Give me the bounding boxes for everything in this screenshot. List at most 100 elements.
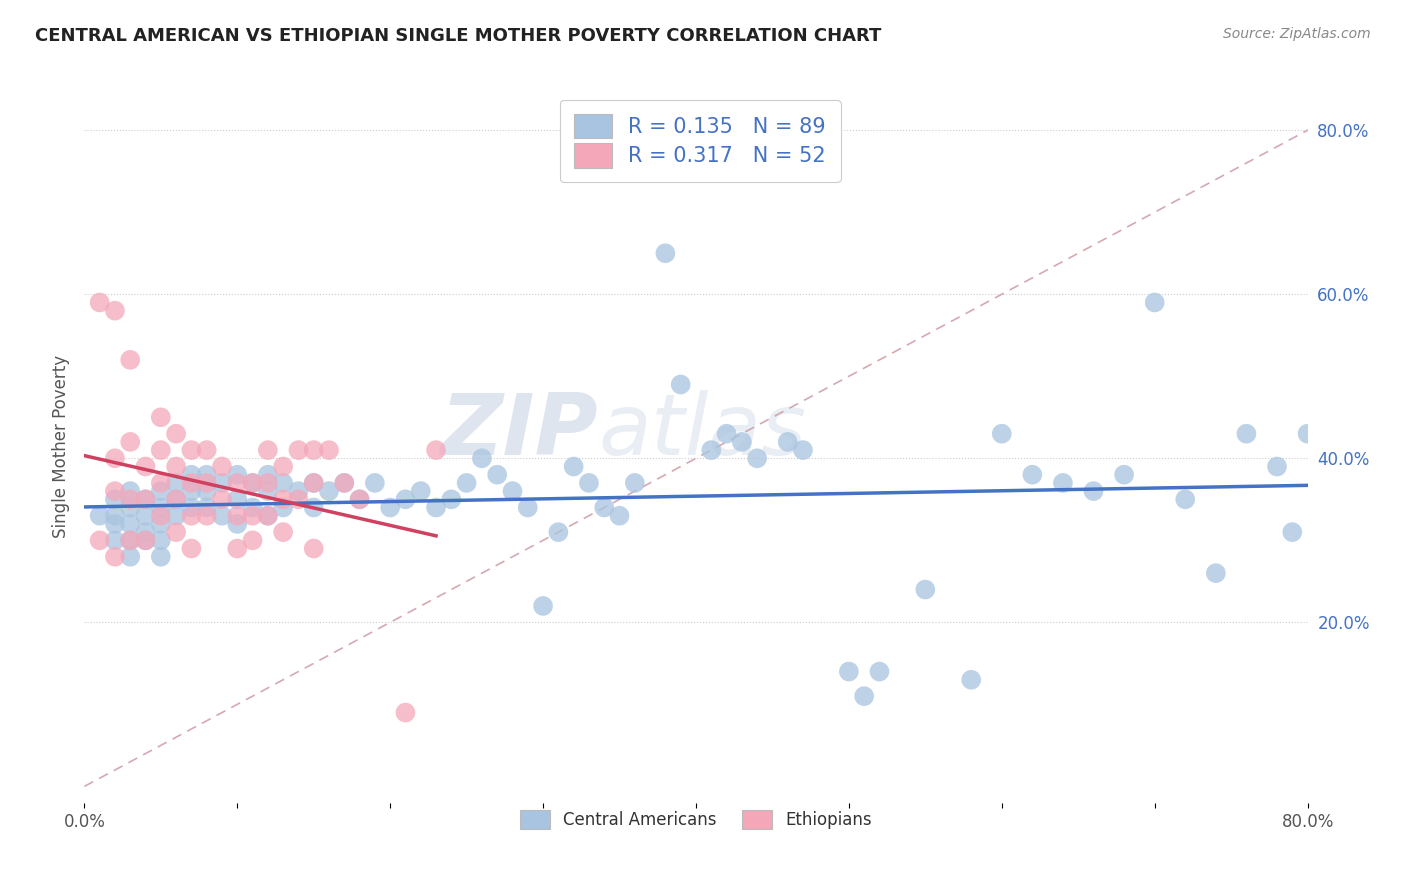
Point xyxy=(287,443,309,458)
Point xyxy=(149,516,172,531)
Point xyxy=(1052,475,1074,490)
Point xyxy=(120,549,142,564)
Point xyxy=(425,500,447,515)
Point xyxy=(271,459,294,474)
Point xyxy=(1021,467,1043,482)
Point xyxy=(165,508,187,523)
Point xyxy=(135,492,157,507)
Point xyxy=(120,492,142,507)
Point xyxy=(226,541,249,556)
Point xyxy=(731,434,754,449)
Point xyxy=(380,500,402,515)
Point xyxy=(165,459,187,474)
Point xyxy=(195,475,218,490)
Point xyxy=(165,492,187,507)
Point xyxy=(776,434,799,449)
Point xyxy=(149,508,172,523)
Point xyxy=(394,492,416,507)
Point xyxy=(120,484,142,499)
Point xyxy=(135,533,157,548)
Point xyxy=(180,508,202,523)
Point xyxy=(257,467,280,482)
Point xyxy=(104,549,127,564)
Point xyxy=(165,426,187,441)
Point xyxy=(104,451,127,466)
Point xyxy=(120,533,142,548)
Point xyxy=(440,492,463,507)
Point xyxy=(333,475,356,490)
Point xyxy=(195,484,218,499)
Point xyxy=(180,484,202,499)
Point xyxy=(120,516,142,531)
Point xyxy=(120,500,142,515)
Point xyxy=(869,665,891,679)
Point xyxy=(149,484,172,499)
Point xyxy=(149,533,172,548)
Point xyxy=(1114,467,1136,482)
Point xyxy=(716,426,738,441)
Point xyxy=(242,475,264,490)
Point xyxy=(1205,566,1227,581)
Point xyxy=(226,467,249,482)
Point xyxy=(562,459,585,474)
Point xyxy=(287,492,309,507)
Point xyxy=(165,525,187,540)
Point xyxy=(792,443,814,458)
Point xyxy=(609,508,631,523)
Point xyxy=(747,451,769,466)
Point xyxy=(135,508,157,523)
Point xyxy=(120,352,142,367)
Point xyxy=(1083,484,1105,499)
Point xyxy=(1143,295,1166,310)
Point xyxy=(578,475,600,490)
Point xyxy=(226,475,249,490)
Point xyxy=(502,484,524,499)
Point xyxy=(257,508,280,523)
Point xyxy=(271,525,294,540)
Point xyxy=(257,508,280,523)
Point xyxy=(211,492,233,507)
Point xyxy=(318,484,340,499)
Point xyxy=(149,500,172,515)
Point xyxy=(302,475,325,490)
Point xyxy=(104,303,127,318)
Legend: Central Americans, Ethiopians: Central Americans, Ethiopians xyxy=(512,801,880,838)
Point xyxy=(302,541,325,556)
Point xyxy=(349,492,371,507)
Point xyxy=(104,516,127,531)
Point xyxy=(242,500,264,515)
Text: ZIP: ZIP xyxy=(440,390,598,474)
Point xyxy=(242,475,264,490)
Point xyxy=(180,467,202,482)
Text: CENTRAL AMERICAN VS ETHIOPIAN SINGLE MOTHER POVERTY CORRELATION CHART: CENTRAL AMERICAN VS ETHIOPIAN SINGLE MOT… xyxy=(35,27,882,45)
Point xyxy=(242,508,264,523)
Point xyxy=(135,533,157,548)
Text: Source: ZipAtlas.com: Source: ZipAtlas.com xyxy=(1223,27,1371,41)
Point xyxy=(149,549,172,564)
Point xyxy=(180,541,202,556)
Point xyxy=(302,443,325,458)
Point xyxy=(271,500,294,515)
Point xyxy=(394,706,416,720)
Point xyxy=(1265,459,1288,474)
Point xyxy=(287,484,309,499)
Point xyxy=(271,492,294,507)
Point xyxy=(318,443,340,458)
Point xyxy=(654,246,676,260)
Point xyxy=(257,484,280,499)
Point xyxy=(120,434,142,449)
Point xyxy=(89,533,111,548)
Point xyxy=(149,443,172,458)
Point xyxy=(700,443,723,458)
Point xyxy=(364,475,387,490)
Point xyxy=(333,475,356,490)
Point xyxy=(149,410,172,425)
Point xyxy=(180,475,202,490)
Point xyxy=(180,500,202,515)
Point xyxy=(242,533,264,548)
Point xyxy=(165,492,187,507)
Point xyxy=(1296,426,1319,441)
Point xyxy=(149,475,172,490)
Point xyxy=(195,508,218,523)
Point xyxy=(104,533,127,548)
